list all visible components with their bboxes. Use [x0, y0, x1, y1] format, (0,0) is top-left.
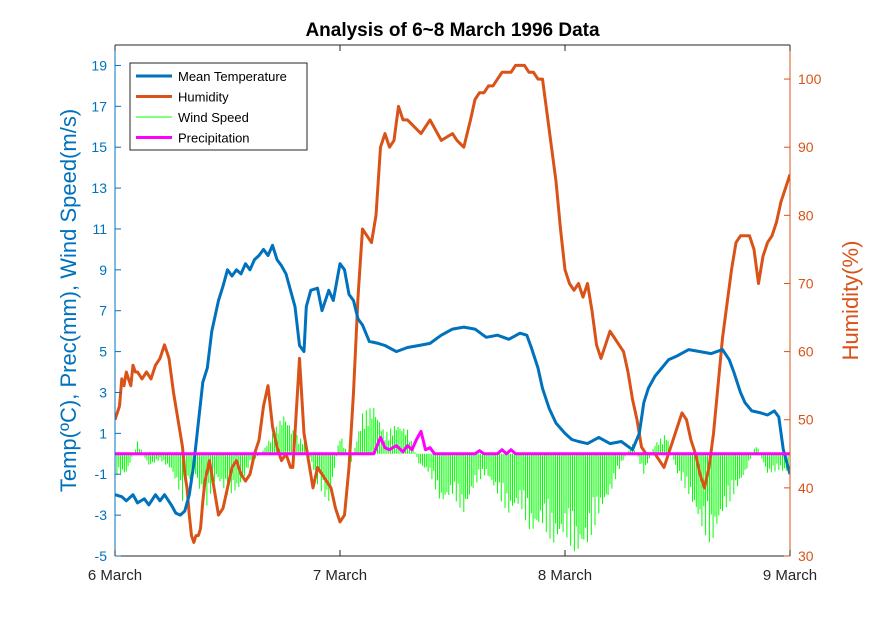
y-right-tick-label: 80	[798, 207, 814, 223]
y-left-tick-label: -1	[95, 466, 108, 482]
y-axis-left-label: Temp(ºC), Prec(mm), Wind Speed(m/s)	[56, 109, 81, 492]
series-precipitation	[115, 429, 790, 456]
y-right-tick-label: 70	[798, 275, 814, 291]
series-wind-speed	[115, 408, 789, 552]
x-tick-label: 7 March	[313, 567, 367, 584]
y-right-tick-label: 90	[798, 139, 814, 155]
legend-label-mean-temperature: Mean Temperature	[178, 69, 287, 84]
y-left-tick-label: 13	[91, 180, 107, 196]
y-right-tick-label: 60	[798, 344, 814, 360]
y-left-tick-label: 9	[99, 262, 107, 278]
y-right-tick-label: 30	[798, 548, 814, 564]
y-left-tick-label: 19	[91, 57, 107, 73]
y-right-tick-label: 50	[798, 412, 814, 428]
y-left-tick-label: 7	[99, 303, 107, 319]
series-layer	[115, 63, 790, 552]
y-right-tick-label: 40	[798, 480, 814, 496]
x-tick-label: 8 March	[538, 567, 592, 584]
y-left-tick-label: -3	[95, 507, 108, 523]
y-left-tick-label: 17	[91, 98, 107, 114]
legend-label-humidity: Humidity	[178, 90, 229, 105]
legend-label-wind-speed: Wind Speed	[178, 110, 249, 125]
chart-title: Analysis of 6~8 March 1996 Data	[305, 20, 600, 41]
legend-label-precipitation: Precipitation	[178, 131, 250, 146]
series-humidity	[115, 63, 790, 544]
y-left-tick-label: 11	[92, 221, 107, 237]
axes-layer: -5-3-1135791113151719304050607080901006 …	[88, 44, 822, 584]
legend: Mean Temperature Humidity Wind Speed Precip…	[129, 62, 308, 151]
x-tick-label: 9 March	[763, 567, 817, 584]
y-axis-right-label: Humidity(%)	[838, 241, 863, 361]
y-left-tick-label: -5	[95, 548, 108, 564]
y-left-tick-label: 5	[99, 344, 107, 360]
x-tick-label: 6 March	[88, 567, 142, 584]
y-left-tick-label: 3	[99, 384, 107, 400]
y-right-tick-label: 100	[798, 71, 822, 87]
y-left-tick-label: 15	[91, 139, 107, 155]
legend-items: Mean Temperature Humidity Wind Speed Precip…	[136, 69, 287, 146]
y-left-tick-label: 1	[99, 425, 107, 441]
series-mean-temperature	[115, 243, 790, 517]
